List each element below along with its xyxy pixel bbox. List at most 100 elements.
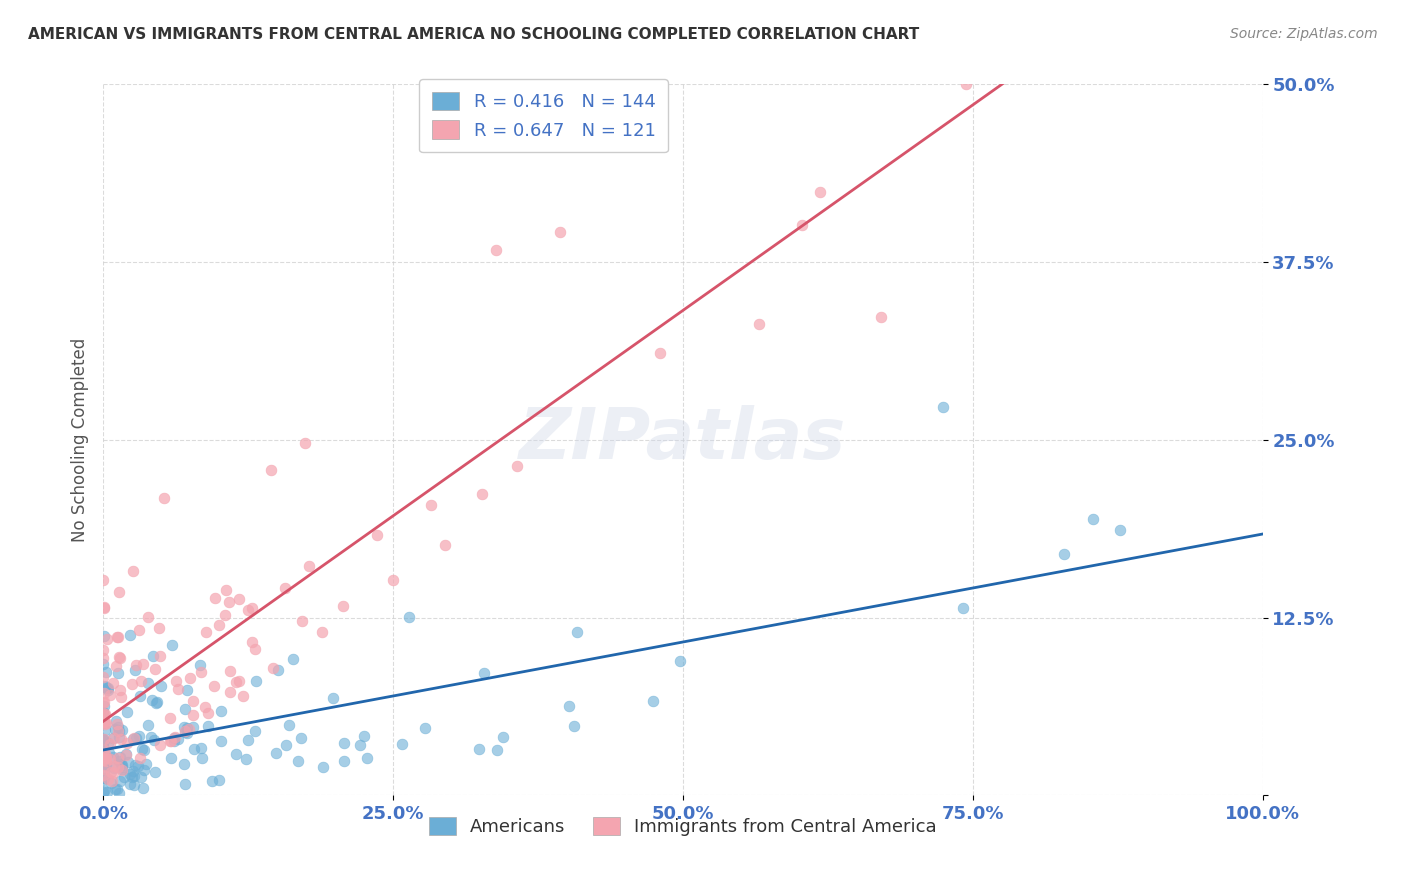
Legend: Americans, Immigrants from Central America: Americans, Immigrants from Central Ameri… [422,809,943,843]
Point [93,734,115,748]
Point [97,682,120,697]
Point [110,690,132,705]
Point [287,754,309,768]
Point [294,436,316,450]
Point [931,400,953,414]
Point [110,764,132,778]
Point [557,698,579,713]
Point [96,785,118,799]
Point [194,699,217,714]
Point [128,624,150,638]
Point [93,715,115,730]
Point [94,756,117,771]
Point [93,670,115,684]
Point [160,750,183,764]
Point [139,731,162,745]
Point [149,649,172,664]
Point [808,185,831,199]
Point [110,756,132,771]
Point [142,649,165,664]
Point [93,743,115,757]
Point [149,738,172,752]
Point [107,724,129,739]
Point [117,755,139,769]
Point [353,730,375,744]
Point [103,675,125,690]
Point [790,218,813,232]
Point [135,757,157,772]
Point [174,702,197,716]
Point [93,716,115,731]
Point [332,736,354,750]
Point [238,732,260,747]
Point [128,729,150,743]
Point [204,591,226,605]
Point [94,716,117,731]
Point [165,673,187,688]
Point [391,737,413,751]
Point [108,730,131,744]
Point [160,734,183,748]
Point [183,741,205,756]
Point [131,741,153,756]
Point [176,726,198,740]
Point [181,720,204,734]
Point [97,736,120,750]
Point [218,595,240,609]
Point [492,730,515,744]
Point [108,650,131,665]
Point [174,723,197,738]
Point [181,707,204,722]
Point [278,718,301,732]
Point [93,629,115,643]
Point [118,627,141,641]
Text: AMERICAN VS IMMIGRANTS FROM CENTRAL AMERICA NO SCHOOLING COMPLETED CORRELATION C: AMERICAN VS IMMIGRANTS FROM CENTRAL AMER… [28,27,920,42]
Point [91,763,114,777]
Point [105,630,128,644]
Point [124,778,146,792]
Point [166,682,188,697]
Point [143,662,166,676]
Point [110,762,132,776]
Point [93,599,115,614]
Point [260,463,283,477]
Point [159,711,181,725]
Point [1081,512,1104,526]
Point [121,677,143,691]
Point [311,624,333,639]
Point [245,673,267,688]
Point [124,731,146,746]
Point [108,773,131,788]
Point [93,731,115,746]
Point [138,676,160,690]
Point [225,747,247,762]
Point [132,781,155,796]
Point [93,784,115,798]
Point [243,642,266,657]
Point [107,754,129,768]
Point [93,756,115,770]
Point [103,759,125,773]
Point [290,731,312,746]
Point [225,674,247,689]
Point [150,680,173,694]
Point [274,581,297,595]
Point [243,723,266,738]
Point [468,741,491,756]
Point [419,498,441,512]
Point [132,763,155,777]
Point [93,766,115,780]
Point [153,491,176,506]
Point [162,734,184,748]
Point [93,739,115,754]
Point [163,731,186,745]
Point [101,731,124,746]
Point [110,750,132,764]
Point [146,695,169,709]
Point [91,768,114,782]
Point [96,632,118,647]
Point [748,317,770,331]
Point [96,751,118,765]
Point [145,696,167,710]
Point [94,757,117,772]
